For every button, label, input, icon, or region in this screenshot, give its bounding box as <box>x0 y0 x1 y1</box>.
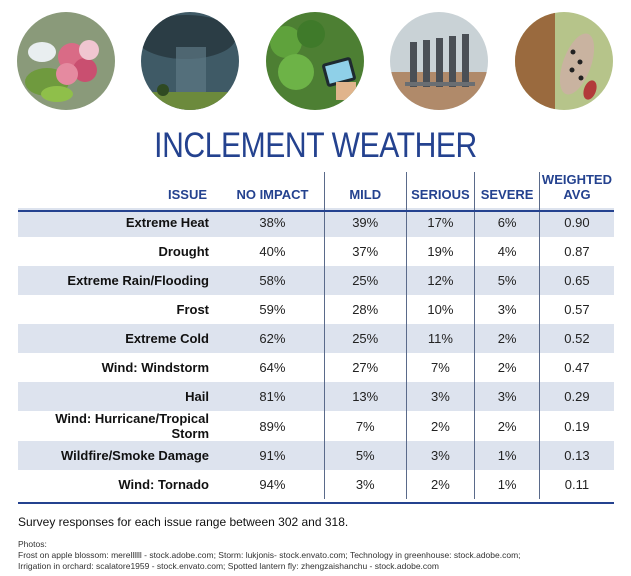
severe-cell: 6% <box>474 208 540 237</box>
weighted-avg-cell: 0.29 <box>538 382 614 411</box>
severe-cell: 3% <box>474 295 540 324</box>
weighted-avg-cell: 0.52 <box>538 324 614 353</box>
serious-cell: 2% <box>405 411 475 441</box>
issue-cell: Wind: Hurricane/Tropical Storm <box>55 411 209 441</box>
mild-cell: 3% <box>323 470 407 499</box>
mild-cell: 25% <box>323 324 407 353</box>
mild-cell: 27% <box>323 353 407 382</box>
table-row: Hail 81% 13% 3% 3% 0.29 <box>18 382 614 411</box>
serious-cell: 12% <box>405 266 475 295</box>
table-row: Wind: Hurricane/Tropical Storm 89% 7% 2% 2% 0… <box>18 411 614 441</box>
issue-cell: Drought <box>158 244 209 259</box>
no-impact-cell: 58% <box>221 266 325 295</box>
severe-cell: 1% <box>474 470 540 499</box>
mild-cell: 7% <box>323 411 407 441</box>
greenhouse-tablet-photo <box>266 12 364 110</box>
no-impact-cell: 81% <box>221 382 325 411</box>
header-severe: SEVERE <box>474 172 540 208</box>
issue-cell: Extreme Heat <box>18 208 221 237</box>
severe-cell: 4% <box>474 237 540 266</box>
table-row: Wildfire/Smoke Damage 91% 5% 3% 1% 0.13 <box>18 441 614 470</box>
mild-cell: 13% <box>323 382 407 411</box>
weighted-avg-cell: 0.47 <box>538 353 614 382</box>
mild-cell: 5% <box>323 441 407 470</box>
mild-cell: 25% <box>323 266 407 295</box>
table-header-row: ISSUE NO IMPACT MILD SERIOUS SEVERE WEIG… <box>18 172 614 208</box>
issue-cell: Extreme Rain/Flooding <box>18 266 221 295</box>
weighted-avg-cell: 0.65 <box>538 266 614 295</box>
header-serious: SERIOUS <box>405 172 475 208</box>
table-row: Extreme Rain/Flooding 58% 25% 12% 5% 0.65 <box>18 266 614 295</box>
header-weighted-line1: WEIGHTED <box>541 172 612 187</box>
serious-cell: 10% <box>405 295 475 324</box>
serious-cell: 19% <box>405 237 475 266</box>
severe-cell: 2% <box>474 411 540 441</box>
serious-cell: 2% <box>405 470 475 499</box>
header-no-impact: NO IMPACT <box>236 187 309 202</box>
severe-cell: 5% <box>474 266 540 295</box>
survey-note: Survey responses for each issue range be… <box>18 515 349 529</box>
header-issue: ISSUE <box>167 187 207 202</box>
no-impact-cell: 62% <box>221 324 325 353</box>
apple-blossom-photo <box>17 12 115 110</box>
issue-cell: Hail <box>18 382 221 411</box>
no-impact-cell: 94% <box>259 477 286 492</box>
weighted-avg-cell: 0.19 <box>538 411 614 441</box>
spotted-lanternfly-photo <box>515 12 613 110</box>
issue-cell: Extreme Cold <box>18 324 221 353</box>
orchard-irrigation-photo <box>390 12 488 110</box>
header-mild: MILD <box>323 172 407 208</box>
mild-cell: 39% <box>323 208 407 237</box>
serious-cell: 11% <box>405 324 475 353</box>
page-title: INCLEMENT WEATHER <box>154 126 477 165</box>
issue-cell: Frost <box>176 302 210 317</box>
serious-cell: 3% <box>405 382 475 411</box>
photo-credits: Frost on apple blossom: merellllll - sto… <box>18 550 618 572</box>
table-row: Wind: Tornado 94% 3% 2% 1% 0.11 <box>18 470 614 499</box>
issue-cell: Wind: Windstorm <box>101 360 209 375</box>
severe-cell: 1% <box>474 441 540 470</box>
header-weighted-avg: WEIGHTED AVG <box>538 172 614 208</box>
table-row: Drought 40% 37% 19% 4% 0.87 <box>18 237 614 266</box>
severe-cell: 3% <box>474 382 540 411</box>
weighted-avg-cell: 0.90 <box>538 208 614 237</box>
no-impact-cell: 59% <box>259 302 286 317</box>
table-row: Wind: Windstorm 64% 27% 7% 2% 0.47 <box>18 353 614 382</box>
photo-strip <box>0 12 631 112</box>
serious-cell: 3% <box>405 441 475 470</box>
no-impact-cell: 89% <box>259 418 286 434</box>
mild-cell: 28% <box>323 295 407 324</box>
no-impact-cell: 91% <box>221 441 325 470</box>
serious-cell: 17% <box>405 208 475 237</box>
weighted-avg-cell: 0.13 <box>538 441 614 470</box>
weighted-avg-cell: 0.57 <box>538 295 614 324</box>
no-impact-cell: 38% <box>221 208 325 237</box>
weighted-avg-cell: 0.11 <box>538 470 614 499</box>
issue-cell: Wind: Tornado <box>118 477 209 492</box>
severe-cell: 2% <box>474 353 540 382</box>
table-row: Extreme Heat 38% 39% 17% 6% 0.90 <box>18 208 614 237</box>
photo-credits-line: Frost on apple blossom: merellllll - sto… <box>18 550 521 560</box>
no-impact-cell: 64% <box>259 360 286 375</box>
storm-photo <box>141 12 239 110</box>
photo-credits-heading: Photos: <box>18 539 47 549</box>
table-row: Frost 59% 28% 10% 3% 0.57 <box>18 295 614 324</box>
photo-credits-line: Irrigation in orchard: scalatore1959 - s… <box>18 561 439 571</box>
no-impact-cell: 40% <box>259 244 286 259</box>
weather-impact-table: ISSUE NO IMPACT MILD SERIOUS SEVERE WEIG… <box>18 172 614 499</box>
weighted-avg-cell: 0.87 <box>538 237 614 266</box>
header-weighted-line2: AVG <box>563 187 591 202</box>
severe-cell: 2% <box>474 324 540 353</box>
issue-cell: Wildfire/Smoke Damage <box>18 441 221 470</box>
serious-cell: 7% <box>405 353 475 382</box>
mild-cell: 37% <box>323 237 407 266</box>
header-rule <box>18 210 614 212</box>
table-row: Extreme Cold 62% 25% 11% 2% 0.52 <box>18 324 614 353</box>
footer-rule <box>18 502 614 504</box>
